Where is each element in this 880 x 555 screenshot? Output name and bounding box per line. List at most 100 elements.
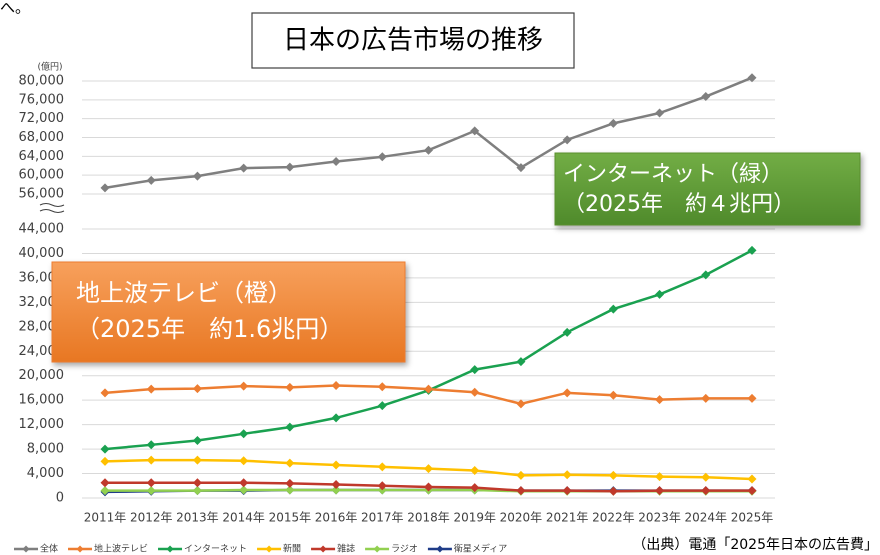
marker — [470, 365, 480, 375]
title-box — [251, 12, 575, 69]
x-tick-label: 2020年 — [500, 511, 543, 525]
marker — [239, 456, 249, 466]
marker — [655, 395, 665, 405]
legend-label: 全体 — [40, 543, 58, 555]
legend-label: 地上波テレビ — [94, 543, 148, 555]
marker — [655, 108, 665, 118]
x-tick-label: 2017年 — [361, 511, 404, 525]
marker — [285, 478, 295, 488]
marker — [239, 163, 249, 173]
marker — [470, 483, 480, 493]
y-tick-label: 76,000 — [19, 92, 65, 107]
marker — [285, 162, 295, 172]
marker — [239, 381, 249, 391]
chart-title: 日本の広告市場の推移 — [283, 26, 543, 56]
marker — [562, 470, 572, 480]
marker — [701, 92, 711, 102]
marker — [516, 399, 526, 409]
x-tick-label: 2014年 — [222, 511, 265, 525]
marker — [608, 304, 618, 314]
legend-label: インターネット — [184, 544, 247, 555]
marker — [424, 145, 433, 155]
legend-item: 新聞 — [257, 543, 301, 555]
y-tick-label: 72,000 — [19, 111, 65, 126]
x-tick-label: 2015年 — [269, 511, 312, 525]
marker — [146, 440, 156, 450]
marker — [516, 357, 526, 367]
marker — [562, 327, 572, 337]
x-tick-label: 2018年 — [407, 511, 450, 525]
marker — [192, 486, 202, 496]
marker — [192, 171, 202, 181]
source: （出典）電通「2025年日本の広告費」 — [632, 537, 878, 553]
callout-text: （2025年 約1.6兆円） — [76, 315, 343, 343]
text-fragment: へ。 — [0, 0, 30, 17]
legend-item: ラジオ — [365, 544, 418, 555]
marker — [701, 472, 711, 482]
marker — [470, 126, 480, 136]
x-tick-label: 2019年 — [453, 511, 496, 525]
legend-marker — [319, 545, 327, 553]
marker — [146, 455, 156, 465]
legend-marker — [265, 545, 273, 553]
marker — [285, 485, 295, 495]
x-tick-label: 2013年 — [176, 511, 219, 525]
marker — [192, 455, 202, 465]
axis-break — [39, 203, 65, 213]
y-tick-label: 64,000 — [19, 149, 65, 164]
x-tick-label: 2021年 — [546, 511, 589, 525]
x-tick-label: 2016年 — [315, 511, 358, 525]
marker — [562, 135, 572, 145]
legend-item: インターネット — [158, 544, 247, 555]
legend-marker — [22, 545, 30, 553]
marker — [146, 478, 156, 488]
marker — [377, 152, 387, 162]
marker — [608, 390, 618, 400]
marker — [100, 478, 110, 488]
marker — [747, 73, 757, 83]
marker — [331, 413, 341, 423]
marker — [192, 436, 202, 446]
marker — [701, 270, 711, 280]
marker — [100, 183, 110, 193]
legend-item: 雑誌 — [311, 543, 355, 555]
marker — [562, 486, 572, 496]
marker — [146, 486, 156, 496]
marker — [424, 384, 433, 394]
legend-marker — [166, 545, 174, 553]
marker — [331, 157, 341, 167]
marker — [285, 458, 295, 468]
legend-label: 雑誌 — [337, 543, 355, 555]
y-tick-label: 20,000 — [19, 368, 65, 383]
y-tick-label: 56,000 — [19, 187, 65, 202]
legend-item: 衛星メディア — [427, 543, 507, 555]
marker — [192, 478, 202, 488]
x-tick-label: 2022年 — [592, 511, 635, 525]
marker — [377, 462, 387, 472]
y-tick-label: 68,000 — [19, 130, 65, 145]
marker — [285, 382, 295, 392]
marker — [747, 486, 757, 496]
callout-box — [554, 152, 861, 226]
legend-item: 地上波テレビ — [68, 543, 148, 555]
y-tick-label: 80,000 — [19, 74, 65, 89]
marker — [608, 470, 618, 480]
y-tick-label: 12,000 — [19, 417, 65, 432]
legend-marker — [373, 545, 381, 553]
marker — [192, 384, 202, 394]
marker — [100, 456, 110, 466]
marker — [100, 388, 110, 398]
x-tick-label: 2012年 — [130, 511, 173, 525]
marker — [239, 485, 249, 495]
y-tick-label: 40,000 — [19, 246, 65, 261]
marker — [516, 163, 526, 173]
legend-item: 全体 — [14, 543, 58, 555]
marker — [285, 422, 295, 432]
marker — [239, 478, 249, 488]
callout-text: 地上波テレビ（橙） — [76, 279, 292, 307]
marker — [331, 381, 341, 391]
marker — [331, 460, 341, 470]
marker — [747, 245, 757, 255]
marker — [331, 480, 341, 490]
